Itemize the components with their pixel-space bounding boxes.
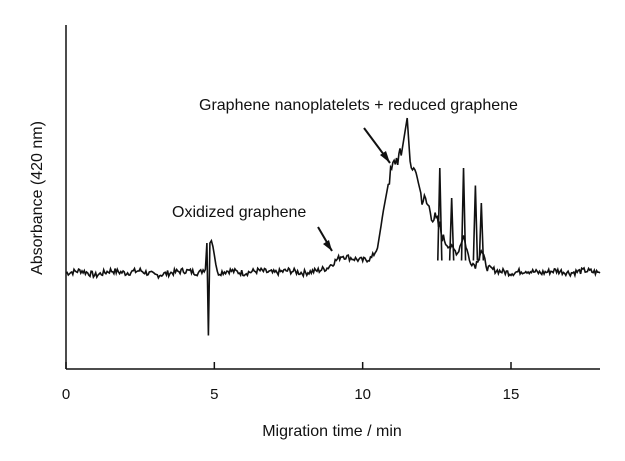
x-tick-label: 5	[210, 386, 218, 403]
series-spike	[472, 185, 479, 261]
annotation-nanoplatelets-arrowhead	[380, 151, 390, 163]
series-spikes	[437, 167, 485, 261]
series-line	[65, 117, 601, 336]
series-spike	[437, 167, 443, 261]
x-tick-label: 0	[62, 386, 70, 403]
x-ticks: 0 5 10 15	[62, 362, 520, 403]
plot-area: 0 5 10 15 Oxidized graphene Graphene nanopl…	[62, 25, 601, 403]
x-axis-title: Migration time / min	[262, 423, 402, 440]
series-spike	[448, 197, 455, 261]
annotation-oxidized-label: Oxidized graphene	[172, 204, 306, 221]
x-tick-label: 10	[354, 386, 371, 403]
annotation-oxidized: Oxidized graphene	[172, 204, 333, 252]
y-axis-title: Absorbance (420 nm)	[29, 121, 46, 275]
series-spike	[460, 167, 467, 261]
series-spike	[478, 202, 485, 261]
annotation-oxidized-arrowhead	[323, 240, 332, 251]
annotation-nanoplatelets: Graphene nanoplatelets + reduced graphen…	[199, 97, 518, 164]
annotation-nanoplatelets-label: Graphene nanoplatelets + reduced graphen…	[199, 97, 518, 114]
x-tick-label: 15	[503, 386, 520, 403]
